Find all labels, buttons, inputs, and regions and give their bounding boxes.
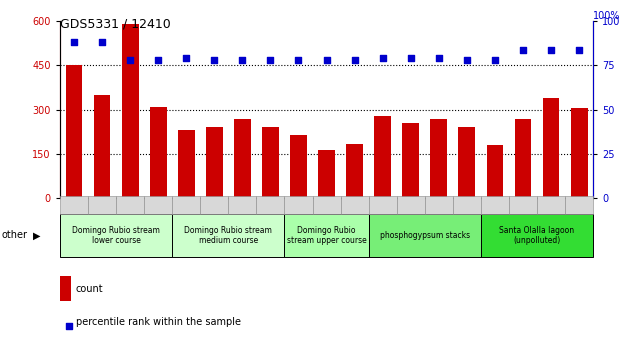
Point (406, 56, 416, 61)
Point (350, 57, 360, 63)
Bar (262, 127, 279, 198)
Point (518, 47, 528, 52)
Bar (341, 196, 369, 214)
Text: count: count (76, 284, 103, 293)
Bar (234, 119, 251, 198)
Bar (60, 196, 88, 214)
Point (293, 57, 304, 63)
Bar (93, 95, 110, 198)
Bar (150, 107, 167, 198)
Point (153, 57, 163, 63)
Point (237, 57, 247, 63)
Bar (318, 149, 335, 198)
Bar (565, 196, 593, 214)
Point (546, 47, 556, 52)
Bar (228, 196, 256, 214)
Bar (397, 196, 425, 214)
Point (64, 323, 74, 329)
Point (574, 47, 584, 52)
Point (69, 40, 79, 45)
Bar (459, 127, 475, 198)
Bar (543, 98, 560, 198)
Bar (122, 24, 139, 198)
Bar (290, 135, 307, 198)
Bar (144, 196, 172, 214)
Bar (346, 144, 363, 198)
Point (209, 57, 220, 63)
Bar (453, 196, 481, 214)
Bar (285, 214, 369, 257)
Bar (116, 196, 144, 214)
Text: 100%: 100% (593, 11, 621, 21)
Point (462, 57, 472, 63)
Point (433, 56, 444, 61)
Text: other: other (1, 230, 27, 240)
Text: Domingo Rubio stream
lower course: Domingo Rubio stream lower course (72, 226, 160, 245)
Point (97, 40, 107, 45)
Bar (66, 65, 83, 198)
Bar (570, 108, 587, 198)
Bar (285, 196, 312, 214)
Bar (403, 123, 419, 198)
Bar (200, 196, 228, 214)
Bar (509, 196, 537, 214)
Bar (514, 119, 531, 198)
Bar (425, 196, 453, 214)
Text: Santa Olalla lagoon
(unpolluted): Santa Olalla lagoon (unpolluted) (500, 226, 575, 245)
Bar (312, 196, 341, 214)
Bar (537, 196, 565, 214)
Point (377, 56, 387, 61)
Bar (172, 214, 285, 257)
Bar (206, 127, 223, 198)
Bar (487, 145, 504, 198)
Bar (88, 196, 116, 214)
Text: ▶: ▶ (33, 230, 40, 240)
Point (181, 56, 191, 61)
Text: Domingo Rubio
stream upper course: Domingo Rubio stream upper course (286, 226, 367, 245)
Bar (369, 196, 397, 214)
Bar (256, 196, 285, 214)
Text: Domingo Rubio stream
medium course: Domingo Rubio stream medium course (184, 226, 272, 245)
Text: percentile rank within the sample: percentile rank within the sample (76, 317, 240, 327)
Bar (430, 119, 447, 198)
Bar (178, 130, 194, 198)
Point (266, 57, 276, 63)
Bar (374, 116, 391, 198)
Bar (369, 214, 481, 257)
Bar (481, 214, 593, 257)
Text: phosphogypsum stacks: phosphogypsum stacks (380, 231, 470, 240)
Text: GDS5331 / 12410: GDS5331 / 12410 (60, 18, 171, 31)
Point (125, 57, 135, 63)
Bar (481, 196, 509, 214)
Point (490, 57, 500, 63)
Bar (60, 214, 172, 257)
Bar (172, 196, 200, 214)
Point (321, 57, 332, 63)
